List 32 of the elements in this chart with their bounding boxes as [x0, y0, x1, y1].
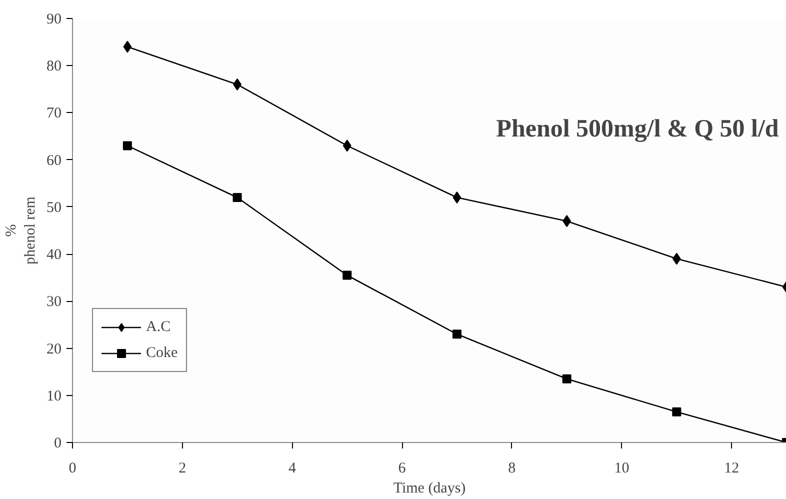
y-tick-label: 10: [46, 388, 62, 404]
x-tick-label: 12: [724, 460, 740, 476]
y-tick-label: 60: [46, 152, 62, 169]
x-tick-label: 6: [398, 460, 406, 476]
point: [672, 407, 682, 416]
x-tick-label: 8: [508, 460, 516, 476]
y-tick-label: 20: [46, 341, 62, 358]
point: [562, 374, 572, 384]
y-tick-label: 90: [46, 12, 62, 28]
x-tick-label: 0: [68, 460, 76, 476]
y-tick-label: 30: [46, 294, 62, 310]
y-axis-title: % phenol rem: [3, 196, 38, 264]
point: [452, 330, 462, 339]
point: [452, 192, 462, 204]
x-tick-label: 10: [614, 460, 630, 476]
point: [342, 140, 352, 152]
y-tick-label: 70: [46, 106, 62, 122]
y-tick-label: 50: [46, 200, 62, 216]
point: [123, 40, 132, 53]
x-axis-title: Time (days): [393, 480, 466, 496]
y-tick-label: 0: [54, 436, 62, 452]
y-tick-label: 40: [46, 247, 62, 264]
annotation: Phenol 500mg/l & Q 50 l/d: [496, 116, 779, 142]
legend-label: Coke: [146, 344, 178, 362]
x-tick-label: 4: [288, 460, 296, 476]
y-tick-label: 80: [46, 58, 62, 75]
point: [672, 252, 681, 265]
point: [232, 193, 242, 202]
legend-label: A.C: [146, 318, 171, 336]
x-tick-label: 2: [178, 460, 186, 476]
point: [342, 270, 352, 280]
point: [122, 141, 132, 150]
